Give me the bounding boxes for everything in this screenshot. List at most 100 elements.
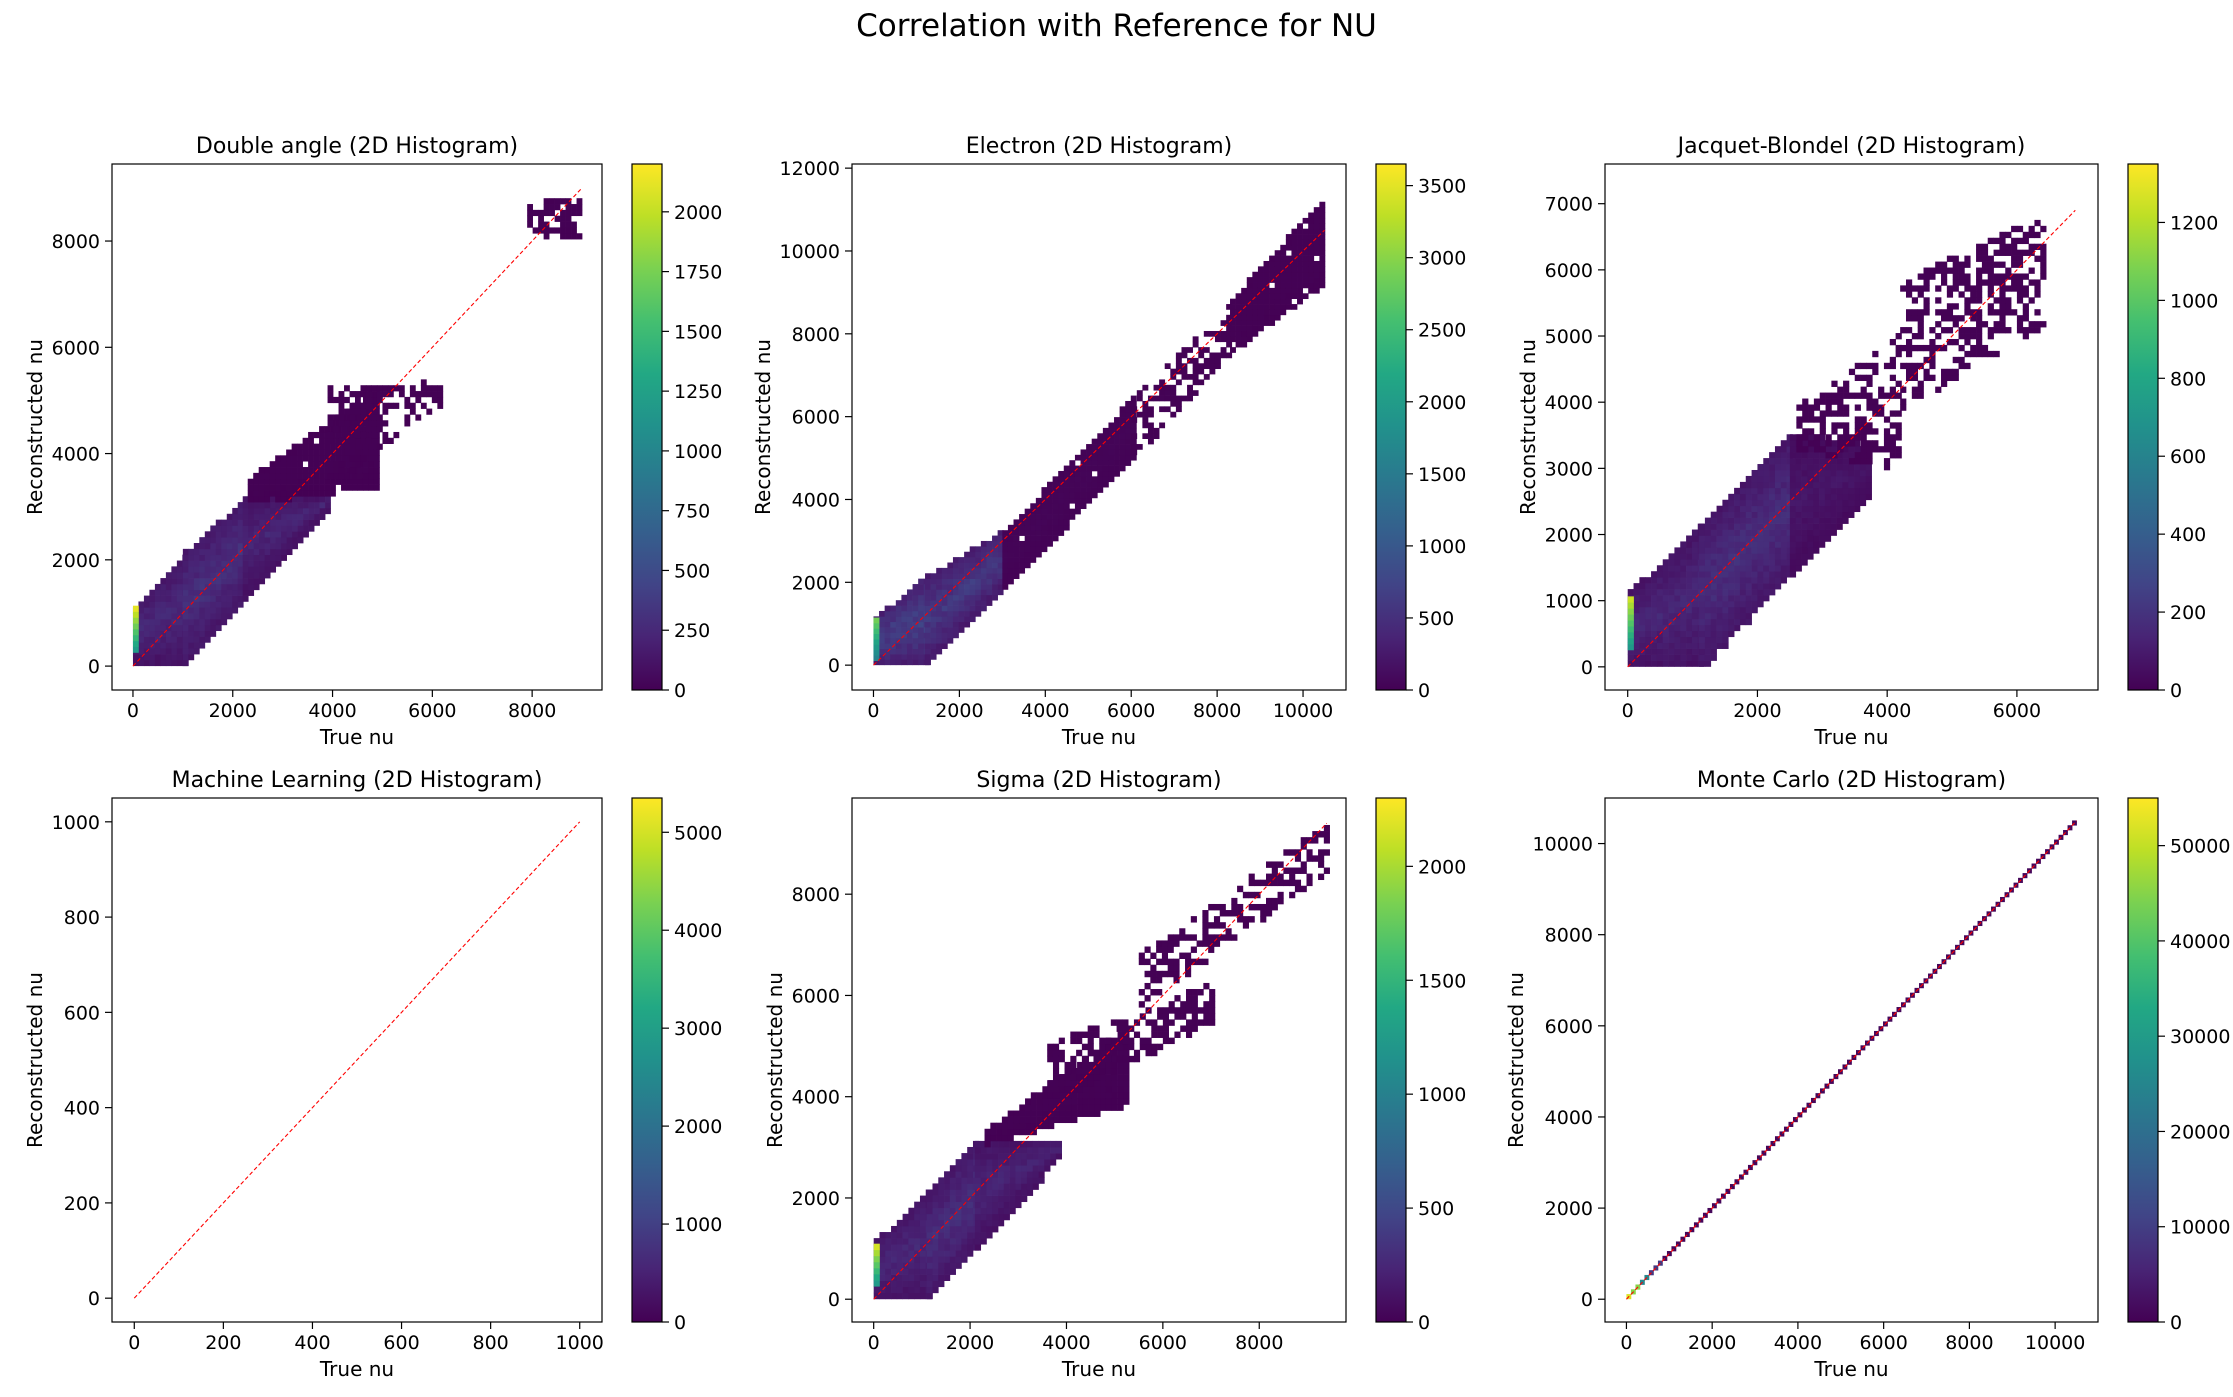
x-tick-label: 800	[473, 1332, 509, 1354]
colorbar-tick-label: 3000	[1418, 248, 1466, 270]
colorbar-tick-label: 1000	[1418, 536, 1466, 558]
heatmap-cell	[1198, 368, 1205, 375]
heatmap-cell	[1662, 630, 1669, 638]
heatmap-cell	[890, 610, 897, 617]
heatmap-cell	[941, 616, 948, 623]
heatmap-cell	[437, 402, 444, 409]
heatmap-cell	[1041, 514, 1048, 520]
heatmap-cell	[1025, 1122, 1032, 1130]
heatmap-cell	[1007, 1128, 1014, 1136]
heatmap-cell	[952, 605, 959, 612]
heatmap-cell	[1036, 1110, 1043, 1117]
y-tick-label: 0	[1581, 657, 1593, 679]
heatmap-cell	[1302, 266, 1309, 273]
heatmap-cell	[1313, 250, 1320, 256]
heatmap-cell	[912, 637, 919, 644]
heatmap-cell	[1142, 433, 1149, 440]
heatmap-cell	[1819, 535, 1826, 542]
heatmap-cell	[1699, 636, 1706, 644]
heatmap-cell	[986, 1171, 993, 1178]
heatmap-cell	[1946, 309, 1954, 316]
heatmap-cell	[221, 607, 228, 614]
heatmap-cell	[1077, 1080, 1084, 1087]
heatmap-cell	[1030, 1104, 1037, 1111]
heatmap-cell	[264, 548, 271, 556]
heatmap-cell	[1063, 519, 1070, 526]
heatmap-cell	[1164, 363, 1171, 370]
heatmap-cell	[176, 642, 183, 649]
heatmap-cell	[1680, 583, 1687, 590]
heatmap-cell	[906, 627, 913, 633]
heatmap-cell	[896, 1232, 903, 1239]
heatmap-cell	[1283, 867, 1290, 874]
heatmap-cell	[1757, 595, 1764, 602]
heatmap-cell	[1313, 207, 1320, 213]
heatmap-cell	[1257, 309, 1264, 316]
heatmap-cell	[1319, 282, 1326, 289]
heatmap-cell	[1159, 379, 1166, 386]
heatmap-cell	[1878, 446, 1885, 453]
heatmap-cell	[980, 1171, 987, 1178]
heatmap-cell	[1774, 565, 1782, 572]
heatmap-cell	[902, 1225, 909, 1233]
heatmap-cell	[232, 572, 239, 579]
heatmap-cell	[1854, 469, 1861, 477]
heatmap-cell	[936, 578, 943, 585]
heatmap-cell	[1825, 452, 1832, 459]
heatmap-cell	[2016, 291, 2024, 298]
heatmap-cell	[992, 1140, 999, 1148]
heatmap-cell	[936, 605, 943, 612]
heatmap-cell	[1656, 636, 1664, 644]
heatmap-cell	[949, 1171, 956, 1178]
heatmap-cell	[992, 546, 998, 553]
heatmap-cell	[1047, 497, 1053, 504]
heatmap-cell	[565, 204, 572, 211]
heatmap-cell	[1946, 315, 1954, 322]
heatmap-cell	[365, 437, 372, 444]
heatmap-cell	[1848, 452, 1855, 459]
heatmap-cell	[1009, 1177, 1016, 1184]
heatmap-cell	[891, 1280, 898, 1288]
heatmap-cell	[1114, 427, 1120, 434]
heatmap-cell	[998, 1189, 1005, 1196]
heatmap-cell	[1651, 577, 1658, 584]
heatmap-cell	[1082, 1086, 1089, 1093]
heatmap-cell	[944, 1183, 951, 1190]
heatmap-cell	[1019, 524, 1026, 531]
heatmap-cell	[1651, 612, 1658, 620]
heatmap-cell	[275, 490, 282, 497]
heatmap-cell	[1285, 244, 1292, 251]
heatmap-cell	[1848, 368, 1856, 376]
heatmap-cell	[930, 594, 937, 601]
heatmap-cell	[280, 467, 287, 474]
heatmap-cell	[1024, 519, 1031, 526]
heatmap-cell	[1981, 261, 1989, 268]
heatmap-cell	[346, 484, 353, 491]
heatmap-cell	[936, 627, 943, 633]
heatmap-cell	[901, 654, 908, 660]
heatmap-cell	[1860, 416, 1867, 423]
heatmap-cell	[1757, 487, 1764, 495]
heatmap-cell	[1162, 1025, 1169, 1032]
y-tick-label: 2000	[1545, 1198, 1593, 1220]
heatmap-cell	[226, 583, 233, 591]
heatmap-cell	[1639, 600, 1646, 608]
heatmap-cell	[1191, 1025, 1198, 1032]
heatmap-cell	[1680, 630, 1687, 638]
heatmap-cell	[941, 627, 948, 633]
plot-frame	[1604, 163, 2099, 691]
heatmap-cell	[1860, 458, 1867, 465]
heatmap-cell	[1722, 565, 1729, 572]
heatmap-cell	[1848, 499, 1855, 507]
heatmap-cell	[1807, 523, 1814, 530]
heatmap-cell	[1130, 438, 1137, 445]
heatmap-cell	[154, 583, 161, 591]
heatmap-cell	[1836, 469, 1843, 477]
heatmap-cell	[199, 554, 206, 561]
heatmap-cell	[908, 1225, 915, 1233]
heatmap-cell	[1728, 595, 1735, 602]
heatmap-cell	[1801, 440, 1808, 447]
heatmap-cell	[1077, 1061, 1084, 1069]
heatmap-cell	[291, 443, 298, 450]
heatmap-cell	[1813, 481, 1820, 489]
